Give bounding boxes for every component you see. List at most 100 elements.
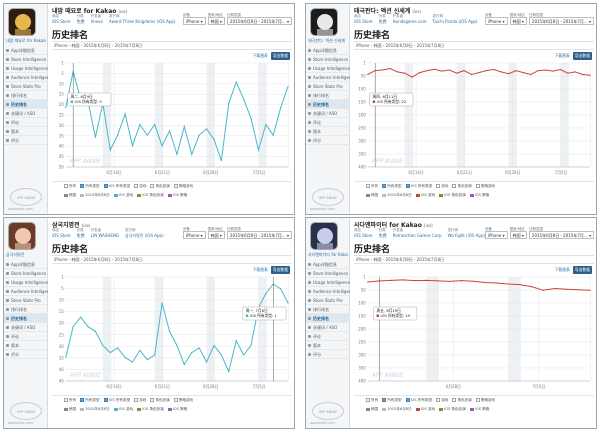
legend-checkbox-item[interactable]: 角色扮演	[452, 184, 472, 189]
app-meta-value[interactable]: Award Three Kingdoms (iOS App)	[109, 19, 176, 24]
checkbox[interactable]	[366, 184, 370, 188]
export-data-button[interactable]: 导出数据	[270, 52, 290, 60]
checkbox[interactable]	[405, 184, 410, 188]
sidebar-item[interactable]: 排行排名	[306, 91, 350, 100]
legend-series-item[interactable]: 2015年6月8日	[80, 193, 110, 198]
legend-checkbox-item[interactable]: 策略游戏	[173, 398, 193, 403]
legend-series-item[interactable]: 韩国	[366, 407, 378, 412]
legend-series-item[interactable]: iOS 策略	[167, 193, 187, 198]
legend-checkbox-item[interactable]: 角色扮演	[452, 398, 472, 403]
download-chart-link[interactable]: 下载图表	[252, 53, 268, 58]
checkbox[interactable]	[436, 184, 441, 188]
checkbox[interactable]	[475, 398, 480, 402]
sidebar-item[interactable]: 关键词 / ASO	[4, 109, 48, 118]
sidebar-item[interactable]: Store Stats Pro	[306, 296, 350, 305]
legend-checkbox-item[interactable]: 角色扮演	[150, 398, 170, 403]
export-data-button[interactable]: 导出数据	[572, 52, 592, 60]
sidebar-item[interactable]: 评分	[4, 350, 48, 359]
filter-dropdown[interactable]: 韩国 ▾	[207, 17, 225, 25]
legend-series-item[interactable]: 韩国	[64, 407, 76, 412]
legend-series-item[interactable]: iOS 策略	[167, 407, 187, 412]
filter-dropdown[interactable]: iPhone ▾	[484, 17, 508, 25]
legend-series-item[interactable]: iOS 游戏	[415, 407, 435, 412]
checkbox[interactable]	[134, 398, 139, 402]
app-meta-value[interactable]: 免费	[378, 233, 387, 238]
checkbox[interactable]	[382, 184, 387, 188]
filter-dropdown[interactable]: iPhone ▾	[484, 231, 508, 239]
sidebar-item[interactable]: App详细信息	[306, 260, 350, 269]
checkbox[interactable]	[382, 398, 387, 402]
sidebar-item[interactable]: Usage Intelligence	[4, 64, 48, 73]
sidebar-item[interactable]: 评论	[4, 332, 48, 341]
checkbox[interactable]	[405, 398, 410, 402]
sidebar-item[interactable]: 评分	[4, 136, 48, 145]
sidebar-item[interactable]: 排行排名	[4, 305, 48, 314]
legend-series-item[interactable]: 韩国	[366, 193, 378, 198]
sidebar-item[interactable]: 评论	[4, 118, 48, 127]
sidebar-item[interactable]: 评论	[306, 332, 350, 341]
legend-series-item[interactable]: iOS 游戏	[113, 193, 133, 198]
app-icon[interactable]	[310, 222, 338, 250]
legend-checkbox-item[interactable]: 游戏	[436, 184, 448, 189]
legend-series-item[interactable]: iOS 游戏	[113, 407, 133, 412]
legend-checkbox-item[interactable]: 所有	[366, 398, 378, 403]
checkbox[interactable]	[173, 184, 178, 188]
legend-series-item[interactable]: iOS 角色扮演	[137, 407, 164, 412]
checkbox[interactable]	[103, 184, 108, 188]
legend-series-item[interactable]: iOS 角色扮演	[137, 193, 164, 198]
checkbox[interactable]	[64, 184, 68, 188]
app-icon[interactable]	[8, 8, 36, 36]
sidebar-item[interactable]: 历史排名	[4, 314, 48, 323]
legend-checkbox-item[interactable]: 策略游戏	[475, 184, 495, 189]
sidebar-item[interactable]: 历史排名	[306, 314, 350, 323]
app-meta-value[interactable]: iOS Store	[354, 233, 373, 238]
filter-dropdown[interactable]: iPhone ▾	[182, 17, 206, 25]
app-icon[interactable]	[8, 222, 36, 250]
legend-checkbox-item[interactable]: 所有类型	[382, 398, 402, 403]
filter-dropdown[interactable]: 韩国 ▾	[509, 231, 527, 239]
sidebar-item[interactable]: Audience Intelligence	[4, 287, 48, 296]
checkbox[interactable]	[150, 398, 155, 402]
checkbox[interactable]	[366, 398, 370, 402]
checkbox[interactable]	[475, 184, 480, 188]
sidebar-item[interactable]: 历史排名	[4, 100, 48, 109]
filter-dropdown[interactable]: 韩国 ▾	[207, 231, 225, 239]
app-meta-value[interactable]: Imovo	[90, 19, 103, 24]
app-meta-value[interactable]: 免费	[378, 19, 387, 24]
checkbox[interactable]	[150, 184, 155, 188]
download-chart-link[interactable]: 下载图表	[554, 53, 570, 58]
checkbox[interactable]	[452, 398, 457, 402]
filter-dropdown[interactable]: 2015年6月8日 - 2015年7月... ▾	[226, 231, 292, 239]
filter-dropdown[interactable]: 2015年6月8日 - 2015年7月... ▾	[226, 17, 292, 25]
sidebar-item[interactable]: Audience Intelligence	[4, 73, 48, 82]
sidebar-item[interactable]: Store Intelligence	[4, 269, 48, 278]
checkbox[interactable]	[64, 398, 68, 402]
app-meta-value[interactable]: Hundsgame.com	[392, 19, 427, 24]
legend-series-item[interactable]: iOS 角色扮演	[439, 407, 466, 412]
legend-checkbox-item[interactable]: iOS 所有类型	[103, 184, 130, 189]
app-meta-value[interactable]: Wo Fight (iOS App)	[447, 233, 486, 238]
export-data-button[interactable]: 导出数据	[270, 266, 290, 274]
checkbox[interactable]	[103, 398, 108, 402]
sidebar-item[interactable]: App详细信息	[4, 46, 48, 55]
app-meta-value[interactable]: iOS Store	[52, 233, 71, 238]
legend-checkbox-item[interactable]: 策略游戏	[475, 398, 495, 403]
filter-dropdown[interactable]: 2015年6月8日 - 2015年7月... ▾	[528, 17, 594, 25]
app-meta-value[interactable]: Retroaction Games Corp	[392, 233, 442, 238]
legend-series-item[interactable]: iOS 角色扮演	[439, 193, 466, 198]
filter-dropdown[interactable]: iPhone ▾	[182, 231, 206, 239]
sidebar-item[interactable]: 评论	[306, 118, 350, 127]
legend-checkbox-item[interactable]: iOS 所有类型	[103, 398, 130, 403]
checkbox[interactable]	[173, 398, 178, 402]
checkbox[interactable]	[80, 184, 85, 188]
legend-series-item[interactable]: 韩国	[64, 193, 76, 198]
app-meta-value[interactable]: LIN WASHENG	[90, 233, 119, 238]
app-icon[interactable]	[310, 8, 338, 36]
legend-series-item[interactable]: iOS 游戏	[415, 193, 435, 198]
sidebar-item[interactable]: 评分	[306, 350, 350, 359]
sidebar-app-name[interactable]: 태극판다: 액션 신세계	[308, 38, 346, 43]
sidebar-item[interactable]: Store Stats Pro	[4, 82, 48, 91]
legend-checkbox-item[interactable]: 游戏	[436, 398, 448, 403]
sidebar-item[interactable]: Store Intelligence	[306, 55, 350, 64]
sidebar-item[interactable]: 版本	[306, 341, 350, 350]
